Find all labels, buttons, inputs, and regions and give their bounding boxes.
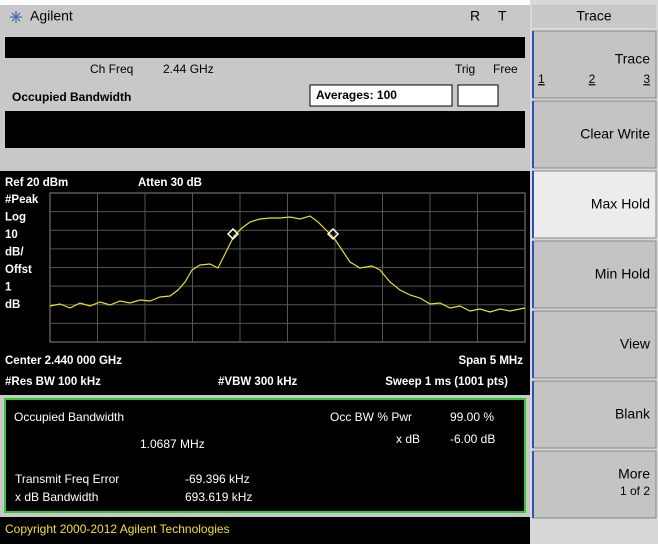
atten: Atten 30 dB — [138, 177, 202, 189]
softkey-face — [532, 30, 657, 99]
scale-label: dB — [5, 299, 20, 311]
trig-box — [457, 84, 499, 107]
softkey-label: Max Hold — [591, 196, 650, 212]
averages: Averages: 100 — [316, 88, 397, 102]
trig: Free — [493, 62, 518, 76]
copyright: Copyright 2000-2012 Agilent Technologies — [5, 522, 230, 536]
softkey-face — [532, 310, 657, 379]
xdb-bw: 693.619 kHz — [185, 490, 252, 504]
scale-label: dB/ — [5, 247, 24, 259]
tfe: -69.396 kHz — [185, 472, 250, 486]
span: Span 5 MHz — [458, 355, 523, 367]
message-bar — [5, 37, 525, 58]
results-title: Occupied Bandwidth — [14, 410, 124, 424]
logo — [10, 11, 22, 23]
trace-option: 2 — [589, 72, 596, 86]
trace — [49, 215, 526, 313]
softkey[interactable]: Blank — [532, 380, 657, 449]
occ-bw: 99.00 % — [450, 410, 494, 424]
scale-label: 1 — [5, 282, 12, 294]
softkey[interactable]: Min Hold — [532, 240, 657, 309]
softkey[interactable]: More 1 of 2 — [532, 450, 657, 519]
softkey[interactable]: Max Hold — [532, 170, 657, 239]
softkey-title: Trace — [576, 8, 611, 24]
occ-bw-label: Occ BW % Pwr — [330, 410, 412, 424]
softkey-label: View — [620, 336, 651, 352]
softkey-face — [532, 170, 657, 239]
scale-labels: #Peak Log 10 dB/Offst 1 dB — [5, 194, 39, 311]
softkey-face — [532, 240, 657, 309]
softkey-title-bar — [532, 5, 656, 28]
header-bar — [0, 5, 530, 29]
softkey[interactable]: Clear Write — [532, 100, 657, 169]
softkey-label: Blank — [615, 406, 651, 422]
tfe-label: Transmit Freq Error — [15, 472, 119, 486]
softkey-label: Min Hold — [595, 266, 650, 282]
scale-label: #Peak — [5, 194, 39, 206]
softkey-label: More — [618, 466, 650, 482]
trig-label: Trig — [455, 62, 475, 76]
softkey[interactable]: Trace 1 2 3 — [532, 30, 657, 99]
softkey-label: Trace — [615, 51, 650, 67]
results-panel — [4, 398, 526, 513]
center-freq: Center 2.440 000 GHz — [5, 355, 122, 367]
averages-box — [309, 84, 453, 107]
vbw: #VBW 300 kHz — [218, 376, 298, 388]
softkey-face — [532, 450, 657, 519]
measurement: Occupied Bandwidth — [12, 90, 131, 104]
trace-option: 1 — [538, 72, 545, 86]
ch-freq: 2.44 GHz — [163, 62, 214, 76]
status-bar — [5, 111, 525, 148]
footer-bar — [0, 517, 530, 544]
scale-label: Log — [5, 212, 26, 224]
graph-area — [0, 171, 530, 395]
results-value: 1.0687 MHz — [140, 437, 205, 451]
ref-level: Ref 20 dBm — [5, 177, 68, 189]
t-indicator: T — [498, 8, 507, 24]
xdb-bw-label: x dB Bandwidth — [15, 490, 98, 504]
r-indicator: R — [470, 8, 480, 24]
brand: Agilent — [30, 8, 73, 24]
scale-label: 10 — [5, 229, 18, 241]
softkey-label: Clear Write — [580, 126, 650, 142]
markers — [226, 227, 340, 241]
scale-label: Offst — [5, 264, 32, 276]
softkey-face — [532, 380, 657, 449]
softkey-sub: 1 of 2 — [620, 484, 650, 498]
ch-freq-label: Ch Freq — [90, 62, 133, 76]
softkey[interactable]: View — [532, 310, 657, 379]
res-bw: #Res BW 100 kHz — [5, 376, 101, 388]
graticule — [49, 192, 526, 343]
trace-option: 3 — [643, 72, 650, 86]
sweep: Sweep 1 ms (1001 pts) — [385, 376, 508, 388]
xdb: -6.00 dB — [450, 432, 495, 446]
xdb-label: x dB — [396, 432, 420, 446]
